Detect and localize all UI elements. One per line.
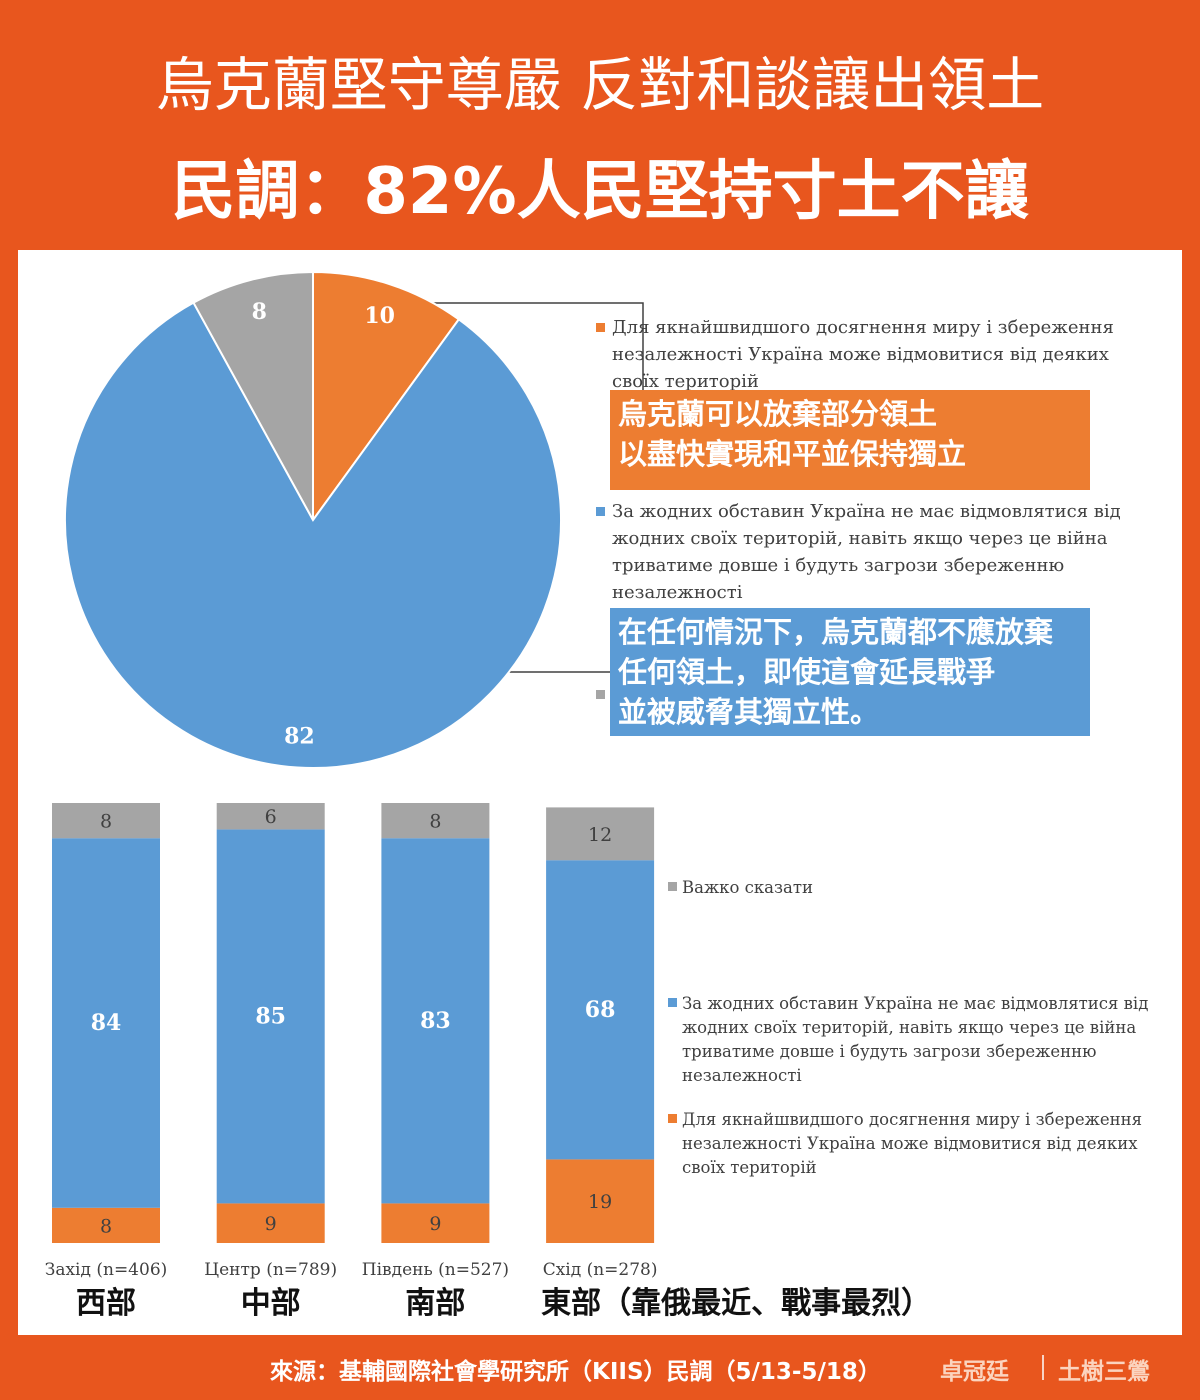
bar-segment [52,803,160,839]
leader-line [410,302,644,390]
x-tick-label: Схід (n=278) [543,1260,658,1280]
annotation-line: 在任何情況下，烏克蘭都不應放棄 [618,615,1054,649]
legend-label: Для якнайшвидшого досягнення миру і збер… [682,1110,1143,1177]
data-label: 85 [255,1003,286,1029]
x-tick-label: Захід (n=406) [45,1260,168,1280]
legend-swatch [596,323,605,332]
author: 土樹三鶯 [1058,1359,1150,1385]
data-label: 10 [364,303,395,329]
region-label: 南部 [405,1286,465,1321]
bar-segment [216,1203,325,1243]
region-label: 東部（靠俄最近、戰事最烈） [541,1286,931,1321]
title: 烏克蘭堅守尊嚴 反對和談讓出領土 [155,51,1045,119]
annotation-box: 烏克蘭可以放棄部分領土 以盡快實現和平並保持獨立 [610,390,1090,490]
data-label: 82 [284,723,315,749]
data-label: 19 [588,1191,612,1213]
bar-segment [546,807,655,861]
bar-segment [546,860,655,1160]
legend-label: За жодних обставин Україна не має відмов… [682,994,1149,1085]
legend-swatch [668,1114,677,1123]
data-label: 83 [420,1008,451,1034]
legend-swatch [596,690,605,699]
legend-swatch [668,998,677,1007]
author: 卓冠廷 [940,1359,1009,1385]
legend-swatch [668,882,677,891]
source: 來源：基輔國際社會學研究所（KIIS）民調（5/13-5/18） [270,1359,881,1385]
annotation-line: 並被威脅其獨立性。 [618,695,880,729]
bar-segment [216,803,325,830]
x-tick-label: Південь (n=527) [362,1260,509,1280]
bar-segment [52,838,160,1208]
legend-label: Важко сказати [682,878,813,897]
subtitle: 民調：82%人民堅持寸土不讓 [171,155,1029,229]
annotation-line: 烏克蘭可以放棄部分領土 [618,397,938,431]
data-label: 6 [265,806,277,828]
pie-slice [64,301,562,769]
data-label: 84 [91,1010,122,1036]
bar-segment [381,803,490,839]
legend-label: За жодних обставин Україна не має відмов… [612,501,1121,603]
data-label: 8 [429,811,441,833]
bar-segment [216,829,325,1204]
data-label: 68 [585,997,616,1023]
bar-segment [546,1159,655,1243]
legend-label: Для якнайшвидшого досягнення миру і збер… [612,317,1114,392]
data-label: 8 [252,299,267,325]
pie-slice [312,270,461,524]
annotation-line: 以盡快實現和平並保持獨立 [618,437,967,471]
annotation-box: 在任何情況下，烏克蘭都不應放棄 任何領土，即使這會延長戰爭 並被威脅其獨立性。 [610,608,1090,736]
data-label: 9 [429,1213,441,1235]
data-label: 8 [100,1215,112,1237]
annotation-line: 任何領土，即使這會延長戰爭 [618,655,996,689]
data-label: 8 [100,811,112,833]
pie-slice [192,270,314,521]
legend-swatch [596,507,605,516]
region-label: 中部 [241,1286,301,1321]
x-tick-label: Центр (n=789) [204,1260,337,1280]
data-label: 9 [265,1213,277,1235]
bar-segment [381,838,490,1204]
data-label: 12 [588,824,612,846]
region-label: 西部 [76,1286,136,1321]
bar-segment [52,1207,160,1243]
bar-segment [381,1203,490,1243]
